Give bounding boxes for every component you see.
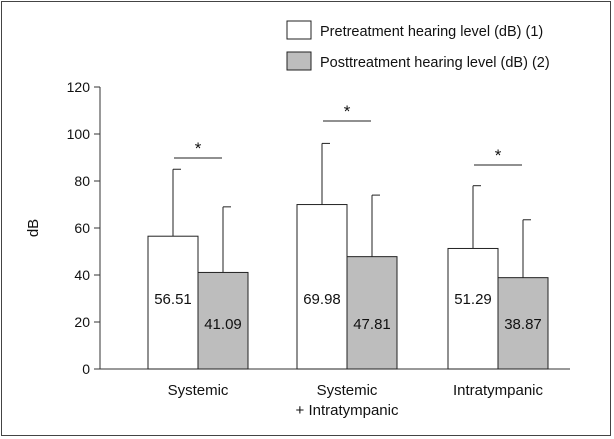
x-tick-label: Intratympanic xyxy=(453,382,544,399)
x-tick-label: + Intratympanic xyxy=(296,402,399,419)
bar xyxy=(346,256,398,370)
bar-value-label: 69.98 xyxy=(303,291,341,308)
y-tick-label: 120 xyxy=(67,79,91,95)
significance-asterisk: * xyxy=(344,102,351,121)
legend-swatch xyxy=(286,20,312,40)
x-tick-label: Systemic xyxy=(317,382,378,399)
legend-swatch xyxy=(286,51,312,71)
bar xyxy=(147,235,199,370)
bar-value-label: 47.81 xyxy=(353,316,391,333)
bar-value-label: 41.09 xyxy=(204,316,242,333)
y-tick-label: 20 xyxy=(74,314,90,330)
significance-asterisk: * xyxy=(495,146,502,165)
bar-value-label: 56.51 xyxy=(154,291,192,308)
y-tick-label: 60 xyxy=(74,220,90,236)
y-tick-label: 80 xyxy=(74,173,90,189)
legend-label: Pretreatment hearing level (dB) (1) xyxy=(320,24,543,40)
bar-value-label: 51.29 xyxy=(454,291,492,308)
bar-value-label: 38.87 xyxy=(504,316,542,333)
legend-label: Posttreatment hearing level (dB) (2) xyxy=(320,55,550,71)
significance-asterisk: * xyxy=(195,139,202,158)
bar xyxy=(197,271,249,370)
y-tick-label: 0 xyxy=(82,361,90,377)
y-tick-label: 40 xyxy=(74,267,90,283)
x-tick-label: Systemic xyxy=(168,382,229,399)
bar xyxy=(447,247,499,370)
y-axis-label: dB xyxy=(25,219,42,237)
bar xyxy=(296,204,348,370)
bar xyxy=(497,277,549,370)
y-tick-label: 100 xyxy=(67,126,91,142)
